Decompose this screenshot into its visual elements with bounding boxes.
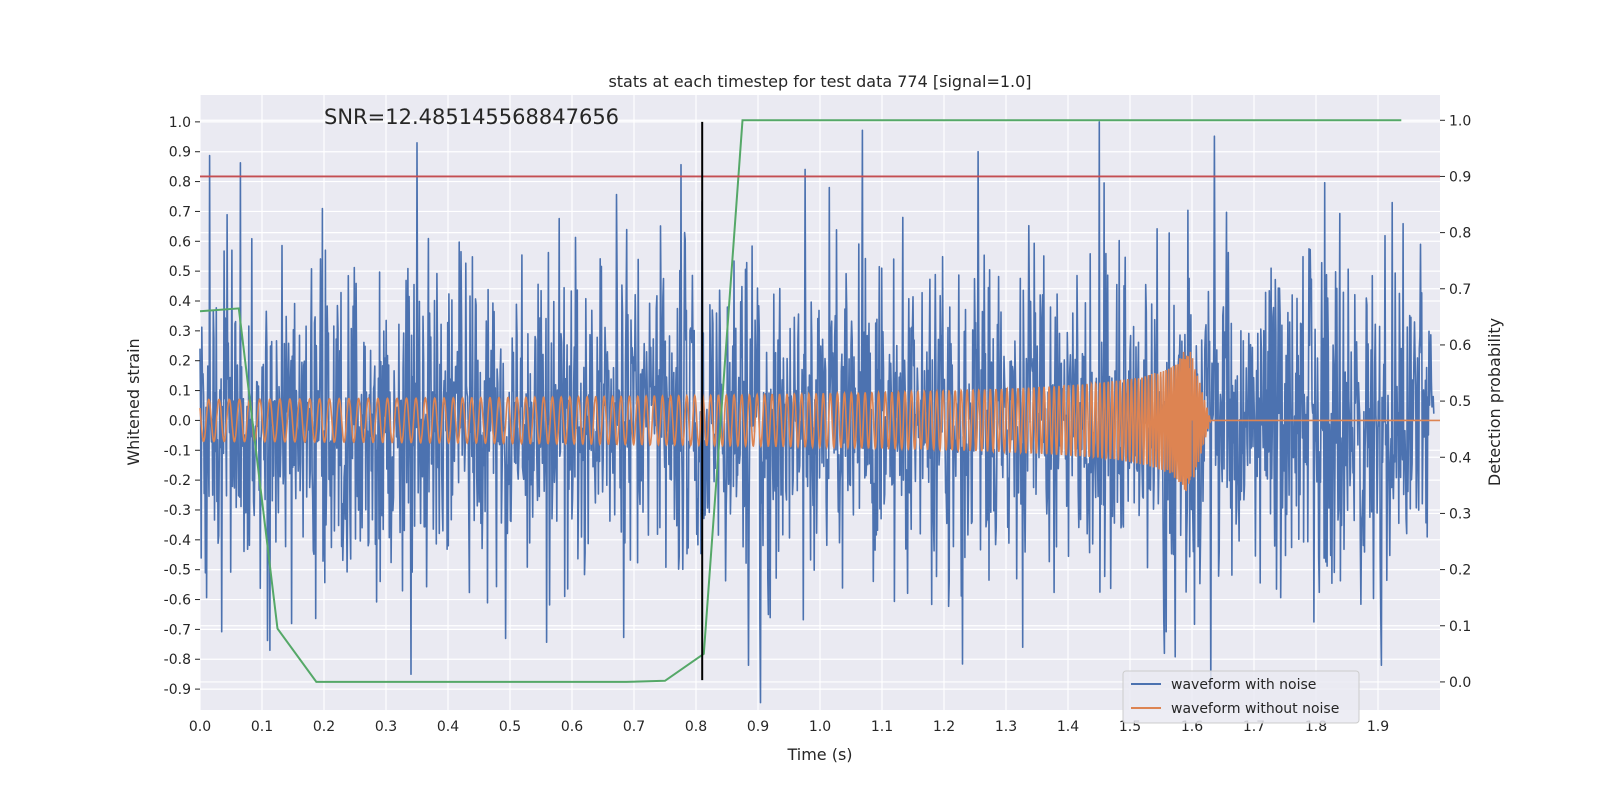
x-tick-label: 0.2 [313, 719, 335, 735]
y2-tick-label: 0.7 [1449, 282, 1471, 298]
y-tick-label: 0.1 [169, 384, 191, 400]
x-tick-label: 0.3 [375, 719, 397, 735]
x-tick-label: 1.3 [995, 719, 1017, 735]
y-tick-label: 0.6 [169, 234, 191, 250]
y-tick-label: -0.3 [164, 503, 191, 519]
y-axis-label-right: Detection probability [1485, 318, 1504, 486]
y2-tick-label: 0.5 [1449, 394, 1471, 410]
series-waveform-with-noise [199, 121, 1435, 704]
y-tick-label: -0.1 [164, 443, 191, 459]
y-tick-label: -0.8 [164, 652, 191, 668]
y-tick-label: -0.4 [164, 533, 191, 549]
reference-lines [200, 121, 1440, 681]
y2-tick-label: 0.8 [1449, 226, 1471, 242]
y2-tick-label: 1.0 [1449, 113, 1471, 129]
y-tick-label: 0.7 [169, 204, 191, 220]
y-tick-label: -0.7 [164, 622, 191, 638]
series-detection-probability [199, 119, 1402, 683]
y-tick-label: -0.5 [164, 563, 191, 579]
chart-title: stats at each timestep for test data 774… [608, 72, 1031, 91]
y-axis-label-left: Whitened strain [124, 338, 143, 465]
x-tick-label: 1.2 [933, 719, 955, 735]
y-axis-ticks-right: 1.0 0.9 0.8 0.7 0.6 0.5 0.4 0.3 0.2 0.1 0.0 [1440, 113, 1471, 691]
y-tick-label: 0.2 [169, 354, 191, 370]
y2-tick-label: 0.9 [1449, 169, 1471, 185]
y2-tick-label: 0.1 [1449, 619, 1471, 635]
y-tick-label: 1.0 [169, 115, 191, 131]
y-tick-label: 0.3 [169, 324, 191, 340]
y2-tick-label: 0.0 [1449, 675, 1471, 691]
y-axis-ticks-left: 1.0 0.9 0.8 0.7 0.6 0.5 0.4 0.3 0.2 0.1 0.0 -0.1 -0.… [164, 115, 200, 698]
x-tick-label: 0.8 [685, 719, 707, 735]
y2-tick-label: 0.4 [1449, 450, 1471, 466]
legend-box [1122, 670, 1360, 724]
x-axis-ticks: 0.0 0.1 0.2 0.3 0.4 0.5 0.6 0.7 0.8 0.9 1.0 1.1 1.2 1… [189, 719, 1389, 735]
y-tick-label: 0.8 [169, 175, 191, 191]
x-tick-label: 0.7 [623, 719, 645, 735]
legend: waveform with noise waveform without noi… [1122, 670, 1360, 724]
y-tick-label: 0.0 [169, 413, 191, 429]
y-tick-label: 0.5 [169, 264, 191, 280]
x-tick-label: 1.0 [809, 719, 831, 735]
x-tick-label: 0.5 [499, 719, 521, 735]
x-tick-label: 1.1 [871, 719, 893, 735]
legend-label-clean: waveform without noise [1171, 701, 1339, 717]
x-tick-label: 0.9 [747, 719, 769, 735]
x-tick-label: 0.4 [437, 719, 459, 735]
y2-tick-label: 0.2 [1449, 563, 1471, 579]
y-tick-label: 0.9 [169, 145, 191, 161]
clean-waveform-line [199, 351, 1440, 492]
y-tick-label: -0.2 [164, 473, 191, 489]
legend-label-noise: waveform with noise [1171, 677, 1316, 693]
x-tick-label: 0.0 [189, 719, 211, 735]
y2-tick-label: 0.6 [1449, 338, 1471, 354]
noise-waveform-line [199, 121, 1435, 704]
probability-line [199, 119, 1402, 683]
x-tick-label: 0.1 [251, 719, 273, 735]
x-tick-label: 1.9 [1367, 719, 1389, 735]
series-waveform-without-noise [199, 351, 1440, 492]
x-tick-label: 1.4 [1057, 719, 1079, 735]
x-tick-label: 0.6 [561, 719, 583, 735]
y-tick-label: -0.6 [164, 593, 191, 609]
y-tick-label: 0.4 [169, 294, 191, 310]
y2-tick-label: 0.3 [1449, 506, 1471, 522]
snr-annotation: SNR=12.485145568847656 [324, 105, 619, 129]
y-tick-label: -0.9 [164, 682, 191, 698]
x-axis-label: Time (s) [786, 745, 852, 764]
